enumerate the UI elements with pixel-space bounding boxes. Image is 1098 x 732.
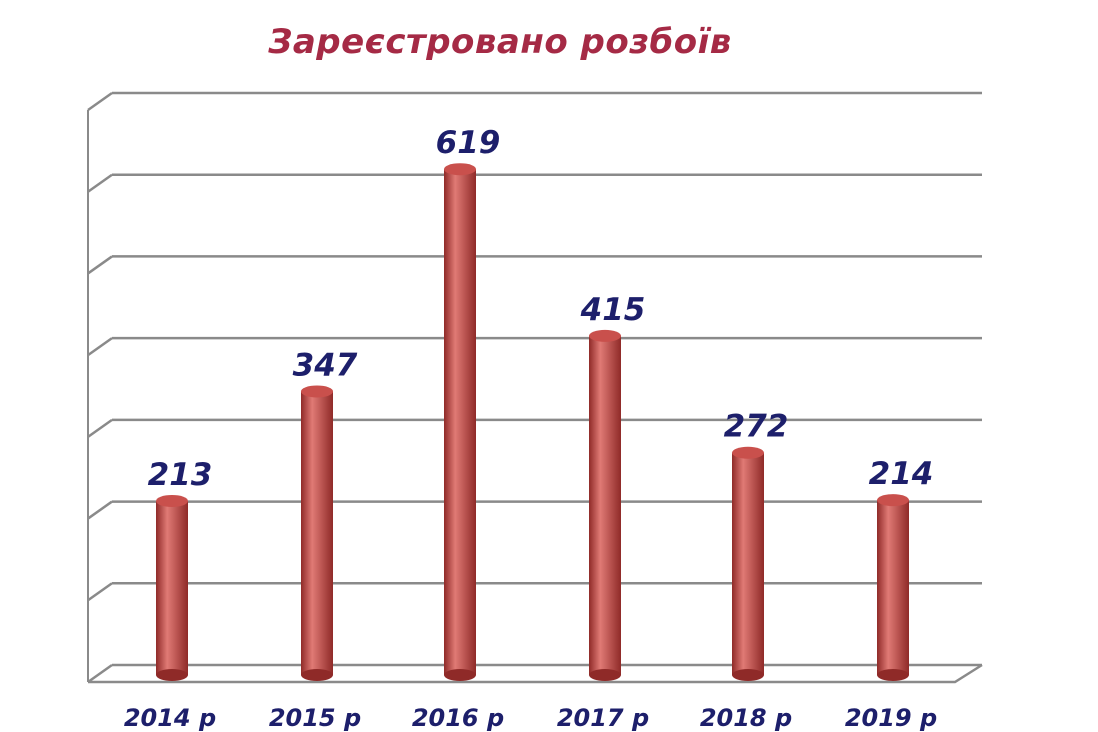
bar [732, 446, 764, 681]
x-axis-tick-labels: 2014 р 2015 р 2016 р 2017 р 2018 р 2019 р [124, 704, 937, 732]
bar [301, 385, 333, 681]
bar-body [877, 500, 909, 675]
bar-base [156, 669, 188, 681]
bar [444, 163, 476, 681]
bar [589, 329, 621, 681]
gridline-side [87, 337, 113, 357]
data-labels: 213 347 619 415 272 214 [148, 125, 934, 493]
bar [877, 494, 909, 681]
data-label: 272 [724, 409, 789, 445]
bar-top [301, 385, 333, 398]
gridline-side [87, 500, 113, 520]
x-tick-label: 2015 р [269, 704, 361, 732]
gridline-side [87, 255, 113, 275]
gridline-side [87, 91, 113, 112]
x-tick-label: 2014 р [124, 704, 216, 732]
gridline-side [87, 418, 113, 438]
bar-base [301, 669, 333, 681]
bar-base [732, 669, 764, 681]
floor-edge [88, 663, 983, 684]
chart-title: Зареєстровано розбоїв [268, 22, 732, 62]
bar-base [589, 669, 621, 681]
x-tick-label: 2019 р [845, 704, 937, 732]
bar-top [156, 494, 188, 507]
bar-body [301, 391, 333, 675]
bar-base [444, 669, 476, 681]
bar-body [732, 452, 764, 675]
bar-top [877, 494, 909, 507]
bar-body [444, 169, 476, 675]
data-label: 213 [148, 457, 213, 493]
bar-base [877, 669, 909, 681]
x-tick-label: 2016 р [412, 704, 504, 732]
bar [156, 494, 188, 681]
gridline-side [87, 173, 113, 193]
bar-top [589, 329, 621, 342]
bar-body [589, 335, 621, 675]
x-tick-label: 2017 р [557, 704, 649, 732]
data-label: 619 [436, 125, 501, 161]
gridline-side [87, 582, 113, 602]
gridlines [87, 91, 983, 684]
bar-top [732, 446, 764, 459]
gridline-side [87, 663, 113, 684]
bar-body [156, 500, 188, 675]
x-tick-label: 2018 р [700, 704, 792, 732]
data-label: 347 [293, 347, 358, 383]
bar-top [444, 163, 476, 176]
bars [156, 163, 909, 681]
data-label: 415 [580, 292, 646, 328]
data-label: 214 [869, 456, 934, 492]
